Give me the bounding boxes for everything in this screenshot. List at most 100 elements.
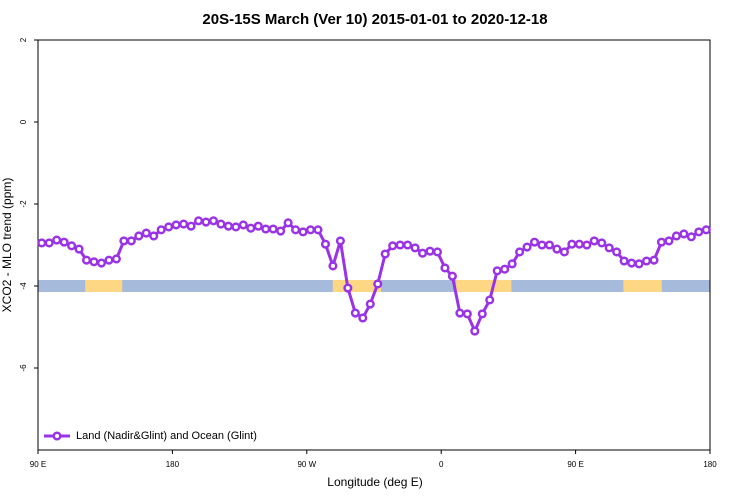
point <box>313 225 323 235</box>
point <box>671 231 681 241</box>
x-tick-label: 180 <box>703 460 717 469</box>
point <box>358 313 368 323</box>
point <box>515 247 525 257</box>
point <box>268 224 278 234</box>
point <box>455 308 465 318</box>
point <box>507 259 517 269</box>
point <box>656 237 667 247</box>
point <box>96 258 107 268</box>
point <box>440 263 450 273</box>
point <box>395 240 405 250</box>
point <box>500 264 510 274</box>
x-tick-label: 90 E <box>30 460 46 469</box>
point <box>694 227 704 237</box>
point <box>81 255 92 265</box>
point <box>447 271 457 281</box>
point <box>544 240 555 250</box>
point <box>649 255 659 265</box>
point <box>462 309 472 319</box>
x-tick-label: 90 W <box>297 460 316 469</box>
point <box>44 238 54 248</box>
point <box>619 256 629 266</box>
point <box>193 216 204 226</box>
point <box>350 308 360 318</box>
point <box>253 221 263 231</box>
point <box>59 237 69 247</box>
point <box>305 225 316 235</box>
point <box>641 256 652 266</box>
point <box>134 231 144 241</box>
point <box>291 225 301 235</box>
x-axis-label: Longitude (deg E) <box>327 475 422 489</box>
y-tick-label: 0 <box>19 119 28 124</box>
land-band <box>85 280 123 292</box>
point <box>119 236 129 246</box>
point <box>52 235 62 245</box>
point <box>537 240 547 250</box>
point <box>686 232 696 242</box>
point <box>261 224 271 234</box>
point <box>417 248 428 258</box>
point <box>403 240 413 250</box>
x-tick-label: 0 <box>439 460 444 469</box>
point <box>179 219 189 229</box>
point <box>343 283 353 293</box>
y-tick-label: -4 <box>19 282 28 290</box>
point <box>492 266 502 276</box>
point <box>612 247 622 257</box>
point <box>201 217 211 227</box>
point <box>231 222 241 232</box>
point <box>589 236 599 246</box>
point <box>627 258 637 268</box>
point <box>149 231 159 241</box>
land-band <box>623 280 662 292</box>
point <box>552 244 562 254</box>
point <box>373 279 383 289</box>
point <box>238 220 248 230</box>
point <box>604 243 614 253</box>
land-band <box>456 280 512 292</box>
point <box>126 236 136 246</box>
y-axis-label: XCO2 - MLO trend (ppm) <box>0 178 14 313</box>
point <box>529 237 540 247</box>
point <box>701 225 711 235</box>
point <box>37 238 47 248</box>
point <box>67 241 77 251</box>
point <box>485 295 495 305</box>
point <box>186 221 196 231</box>
point <box>664 236 674 246</box>
point <box>477 309 487 319</box>
point <box>276 226 286 236</box>
point <box>156 225 166 235</box>
point <box>574 239 584 249</box>
legend-marker <box>52 431 62 441</box>
point <box>432 247 443 257</box>
point <box>328 261 338 271</box>
point <box>335 236 345 246</box>
point <box>410 243 420 253</box>
point <box>74 244 84 254</box>
x-tick-label: 180 <box>166 460 180 469</box>
point <box>104 255 114 265</box>
legend-label: Land (Nadir&Glint) and Ocean (Glint) <box>76 430 257 442</box>
point <box>597 238 607 248</box>
y-tick-label: -2 <box>19 200 28 208</box>
point <box>246 223 256 233</box>
point <box>567 239 577 249</box>
point <box>298 227 308 237</box>
point <box>320 239 331 249</box>
point <box>223 221 233 231</box>
point <box>679 229 689 239</box>
point <box>522 242 532 252</box>
point <box>380 249 390 259</box>
y-tick-label: -6 <box>19 364 28 372</box>
point <box>388 241 398 251</box>
point <box>216 219 226 229</box>
point <box>141 228 151 238</box>
point <box>470 326 480 336</box>
point <box>425 246 435 256</box>
point <box>171 220 181 230</box>
point <box>559 247 569 257</box>
point <box>164 222 174 232</box>
